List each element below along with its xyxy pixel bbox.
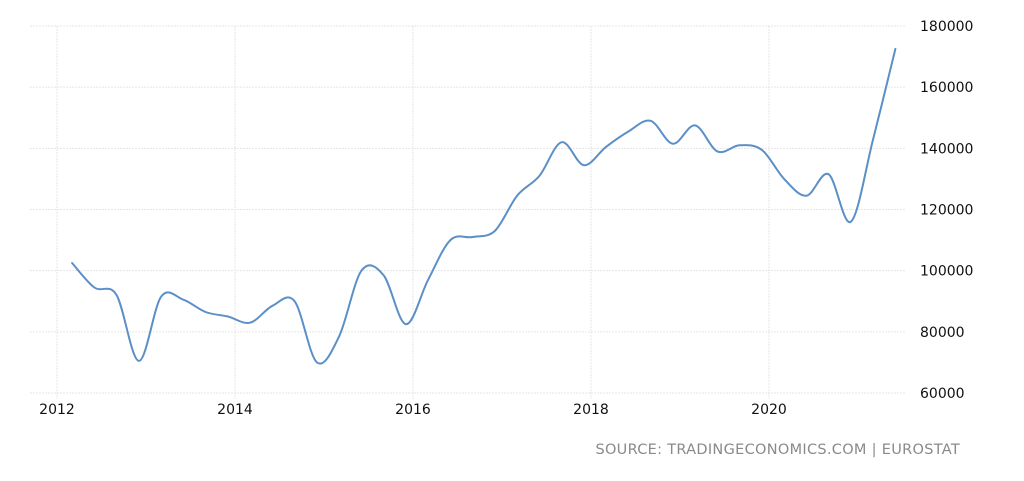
x-tick-label: 2014 — [217, 402, 253, 418]
y-tick-label: 80000 — [920, 325, 965, 341]
grid-lines — [30, 25, 906, 399]
y-tick-label: 160000 — [920, 80, 973, 96]
source-attribution: SOURCE: TRADINGECONOMICS.COM | EUROSTAT — [595, 442, 960, 458]
x-tick-label: 2016 — [395, 402, 431, 418]
x-tick-label: 2020 — [751, 402, 787, 418]
y-tick-label: 180000 — [920, 19, 973, 35]
x-tick-label: 2012 — [39, 402, 75, 418]
y-tick-label: 140000 — [920, 141, 973, 157]
y-tick-label: 120000 — [920, 203, 973, 219]
y-tick-label: 100000 — [920, 264, 973, 280]
x-tick-label: 2018 — [573, 402, 609, 418]
x-axis-ticks: 2012 2014 2016 2018 2020 — [39, 402, 787, 418]
y-axis-ticks: 60000 80000 100000 120000 140000 160000 180000 — [920, 19, 973, 402]
series-line — [71, 47, 897, 365]
y-tick-label: 60000 — [920, 386, 965, 402]
